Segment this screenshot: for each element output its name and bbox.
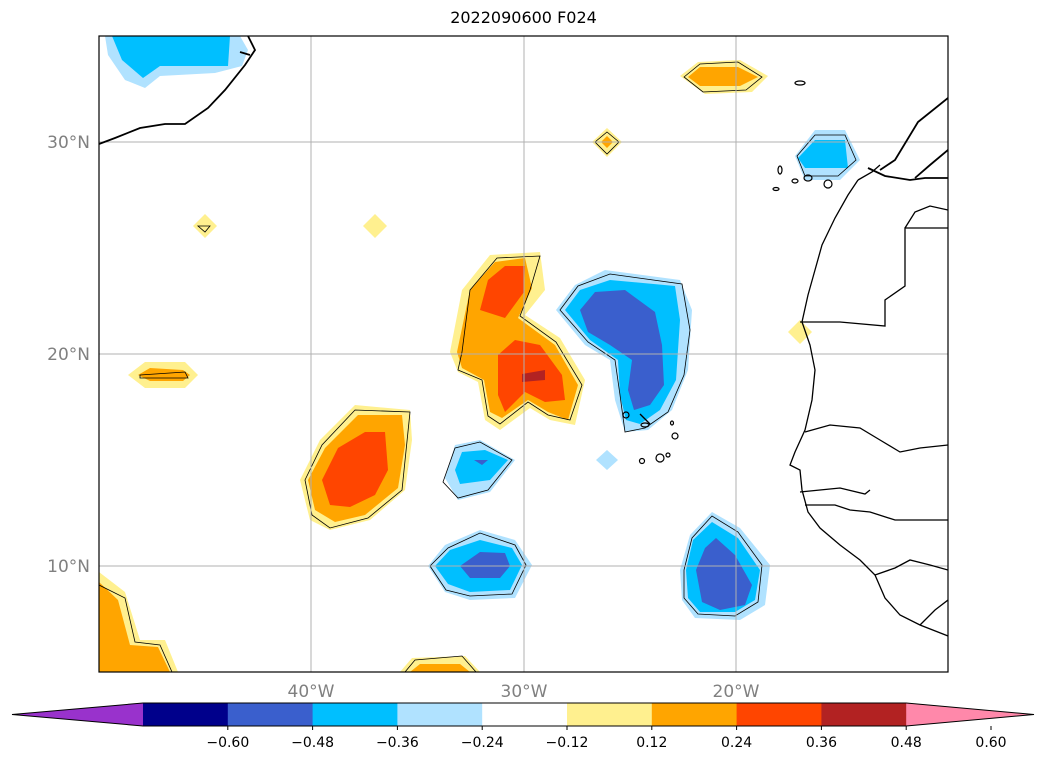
colorbar-segment <box>482 703 568 726</box>
blob-mid <box>455 450 508 484</box>
lon-label-20w: 20°W <box>713 682 760 702</box>
colorbar-extend-max <box>906 703 1034 726</box>
colorbar-tick-label: 0.60 <box>975 735 1006 751</box>
colorbar-extend-min <box>12 703 143 726</box>
grid-lines <box>99 36 948 672</box>
blob-sw-orange <box>99 582 170 672</box>
colorbar-tick-label: 0.48 <box>891 735 922 751</box>
map-area <box>99 36 948 672</box>
colorbar-tick-label: 0.36 <box>806 735 837 751</box>
contour-lines <box>99 61 857 672</box>
lat-label-30n: 30°N <box>47 133 90 153</box>
coastlines <box>99 36 948 181</box>
lat-label-20n: 20°N <box>47 345 90 365</box>
lon-label-40w: 40°W <box>288 682 335 702</box>
colorbar-outline <box>11 702 1035 727</box>
blob-south-dark <box>460 552 510 578</box>
lat-label-10n: 10°N <box>47 557 90 577</box>
colorbar-segment <box>397 703 483 726</box>
blob-nw <box>112 36 230 78</box>
blob-east-dark <box>580 290 664 410</box>
colorbar-tick-label: −0.12 <box>546 735 589 751</box>
lon-label-30w: 30°W <box>501 682 548 702</box>
colorbar-tick-label: −0.60 <box>206 735 249 751</box>
colorbar-tick-label: 0.24 <box>721 735 752 751</box>
map-frame <box>98 35 949 673</box>
colorbar-segment <box>143 703 229 726</box>
diamond-5 <box>596 450 618 470</box>
colorbar: −0.60 −0.48 −0.36 −0.24 −0.12 0.12 0.24 0.36 0.4… <box>11 702 1035 751</box>
blob-canary <box>798 140 848 168</box>
blob-west-red <box>322 432 388 507</box>
blob-ne-orange <box>688 67 758 86</box>
blob-central-red-n <box>480 266 525 318</box>
colorbar-segment <box>312 703 398 726</box>
colorbar-segment <box>821 703 907 726</box>
africa-coast <box>639 164 948 637</box>
colorbar-tick-label: −0.48 <box>291 735 334 751</box>
blob-se-dark <box>696 538 752 610</box>
islands <box>622 80 833 465</box>
colorbar-tick-label: −0.24 <box>461 735 504 751</box>
colorbar-segment <box>651 703 738 726</box>
diamond-3 <box>363 214 387 238</box>
colorbar-segment <box>227 703 314 726</box>
diamond-4 <box>788 320 812 344</box>
colorbar-tick-label: −0.36 <box>376 735 419 751</box>
map-title: 2022090600 F024 <box>450 8 597 27</box>
colorbar-segment <box>567 703 653 726</box>
colorbar-tick-label: 0.12 <box>636 735 667 751</box>
colorbar-segment <box>736 703 822 726</box>
